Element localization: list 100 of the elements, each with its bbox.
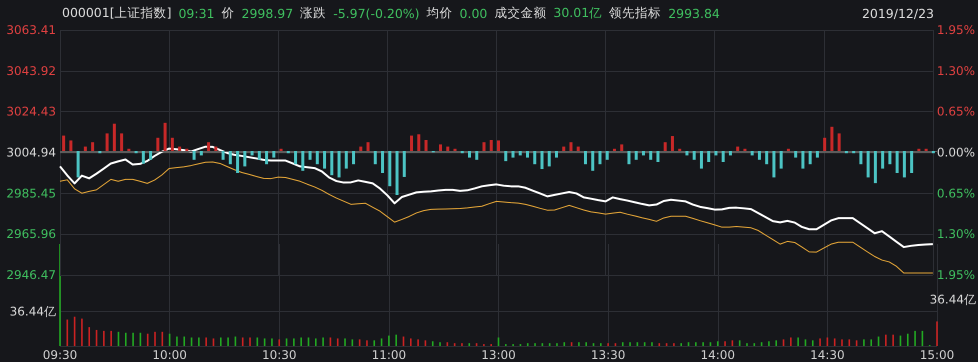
bar bbox=[381, 151, 384, 173]
text: 涨跌 bbox=[300, 4, 326, 22]
y2-tick-label: 1.30% bbox=[936, 227, 976, 242]
bar bbox=[330, 151, 334, 176]
text: 2998.97 bbox=[242, 6, 294, 20]
bar bbox=[591, 151, 594, 171]
y-tick-label: 2965.96 bbox=[6, 227, 56, 242]
line-series bbox=[59, 146, 934, 248]
text: 2993.84 bbox=[668, 6, 720, 20]
bar bbox=[200, 151, 203, 156]
x-tick-label: 14:30 bbox=[810, 348, 845, 362]
bar bbox=[446, 146, 450, 151]
bar bbox=[272, 151, 276, 158]
bar bbox=[338, 151, 341, 178]
y2-tick-label: 1.30% bbox=[936, 64, 976, 78]
y2-tick-label: 0.00% bbox=[936, 146, 976, 160]
bar bbox=[722, 151, 725, 162]
bar bbox=[772, 151, 776, 178]
bar bbox=[120, 133, 124, 151]
bar bbox=[301, 151, 304, 171]
x-tick-label: 11:00 bbox=[372, 348, 406, 362]
bar bbox=[902, 151, 906, 178]
bar bbox=[84, 146, 87, 151]
y2-tick-label: 0.65% bbox=[936, 104, 976, 119]
text: 价 bbox=[222, 4, 235, 22]
bar bbox=[765, 151, 768, 164]
y-tick-label: 3043.92 bbox=[6, 64, 56, 78]
bar bbox=[634, 151, 638, 160]
bar bbox=[468, 151, 472, 158]
text: 成交金额 bbox=[494, 4, 546, 22]
y-tick-label: 3063.41 bbox=[6, 23, 56, 37]
bar bbox=[366, 142, 370, 151]
y-tick-label: 2985.45 bbox=[6, 186, 56, 200]
bar bbox=[664, 142, 667, 151]
annotation: 36.44亿 bbox=[930, 292, 976, 307]
bar bbox=[780, 151, 783, 169]
bar bbox=[69, 140, 72, 151]
bar bbox=[627, 151, 630, 164]
bar bbox=[707, 151, 710, 162]
bar bbox=[859, 151, 862, 164]
y2-tick-label: 1.95% bbox=[936, 23, 976, 37]
bar bbox=[228, 151, 232, 164]
bar bbox=[482, 142, 486, 151]
bar bbox=[294, 151, 298, 164]
bar bbox=[192, 151, 196, 160]
bar bbox=[323, 151, 326, 169]
x-tick-label: 14:00 bbox=[700, 348, 736, 362]
bar bbox=[359, 146, 362, 151]
text: 000001[上证指数] bbox=[62, 4, 172, 22]
text: 均价 bbox=[426, 4, 453, 22]
bar bbox=[402, 151, 406, 177]
bar bbox=[396, 151, 399, 195]
bar bbox=[410, 136, 414, 151]
bar bbox=[584, 151, 587, 164]
text: 09:31 bbox=[178, 6, 215, 20]
bar bbox=[881, 151, 884, 169]
bar bbox=[475, 151, 478, 160]
bar bbox=[728, 151, 732, 156]
text: -5.97(-0.20%) bbox=[333, 6, 420, 20]
text: 领先指标 bbox=[609, 4, 662, 22]
bar bbox=[112, 124, 116, 151]
bar bbox=[258, 151, 261, 160]
bar bbox=[214, 146, 218, 151]
bar bbox=[511, 151, 514, 158]
text: 0.00 bbox=[460, 6, 488, 20]
bar bbox=[649, 151, 652, 160]
bar bbox=[816, 151, 819, 158]
x-tick-label: 13:00 bbox=[481, 348, 516, 362]
bar bbox=[424, 140, 428, 151]
bar bbox=[562, 146, 566, 151]
bar bbox=[750, 151, 754, 156]
bar bbox=[76, 151, 80, 178]
text: 30.01亿 bbox=[553, 4, 602, 22]
bar bbox=[207, 142, 210, 151]
y2-tick-label: 0.65% bbox=[936, 186, 976, 200]
bar bbox=[490, 140, 493, 151]
bar bbox=[374, 151, 377, 164]
bar bbox=[308, 151, 312, 160]
bar bbox=[714, 151, 718, 156]
bar bbox=[526, 151, 529, 158]
y2-tick-label: 1.95% bbox=[936, 268, 976, 282]
bar bbox=[736, 146, 740, 151]
y-tick-label: 3004.94 bbox=[6, 146, 56, 160]
bar bbox=[569, 142, 572, 151]
bar bbox=[896, 151, 899, 173]
bar bbox=[91, 142, 94, 151]
bar bbox=[808, 151, 812, 164]
bar bbox=[170, 138, 174, 151]
bar bbox=[236, 151, 240, 173]
bar bbox=[164, 122, 167, 151]
bar bbox=[685, 151, 688, 156]
bar bbox=[620, 144, 624, 151]
bar bbox=[598, 151, 602, 164]
bar bbox=[243, 151, 246, 166]
x-tick-label: 10:00 bbox=[152, 348, 187, 362]
bar bbox=[758, 151, 761, 160]
bar bbox=[830, 126, 834, 151]
bar bbox=[642, 151, 645, 156]
bar bbox=[142, 151, 145, 164]
bar bbox=[874, 151, 877, 184]
